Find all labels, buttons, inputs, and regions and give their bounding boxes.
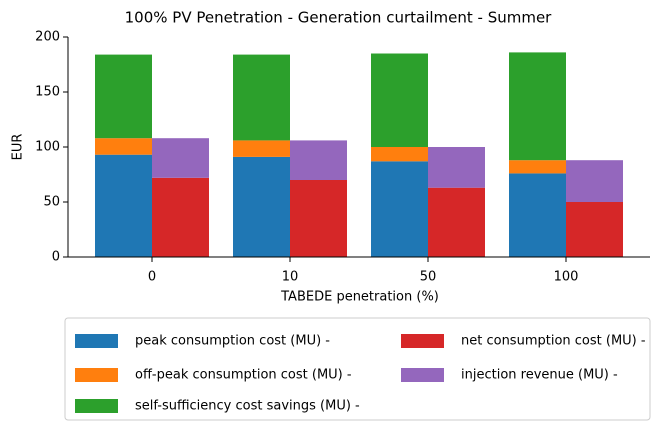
bar-segment — [566, 160, 623, 202]
y-tick-label: 100 — [35, 140, 60, 155]
bar-segment — [290, 140, 347, 180]
bar-segment — [371, 53, 428, 147]
bar-segment — [152, 138, 209, 178]
bar-segment — [233, 54, 290, 141]
bar-segment — [290, 180, 347, 257]
x-axis-label: TABEDE penetration (%) — [280, 290, 439, 305]
bar-segment — [371, 161, 428, 257]
legend-label: self-sufficiency cost savings (MU) - — [135, 399, 360, 414]
legend-swatch — [75, 399, 118, 413]
bar-segment — [509, 173, 566, 257]
y-axis-label: EUR — [11, 134, 26, 161]
legend-label: peak consumption cost (MU) - — [135, 334, 330, 349]
bar-segment — [95, 54, 152, 139]
legend-label: off-peak consumption cost (MU) - — [135, 368, 352, 383]
bar-segment — [566, 202, 623, 257]
legend-swatch — [75, 334, 118, 348]
x-tick-label: 10 — [282, 270, 299, 285]
legend-label: injection revenue (MU) - — [461, 368, 618, 383]
chart-title: 100% PV Penetration - Generation curtail… — [125, 9, 553, 27]
x-tick-label: 50 — [420, 270, 437, 285]
y-tick-label: 200 — [35, 30, 60, 45]
bar-segment — [509, 52, 566, 161]
legend-swatch — [75, 368, 118, 382]
bar-segment — [95, 138, 152, 155]
legend-swatch — [401, 334, 444, 348]
legend-swatch — [401, 368, 444, 382]
x-tick-label: 100 — [554, 270, 579, 285]
bar-segment — [233, 156, 290, 257]
legend-box — [64, 317, 651, 421]
bar-segment — [233, 140, 290, 157]
y-tick-label: 50 — [43, 195, 60, 210]
bar-segment — [95, 154, 152, 257]
bar-segment — [428, 187, 485, 257]
bar-segment — [371, 147, 428, 162]
bar-segment — [152, 177, 209, 257]
legend-label: net consumption cost (MU) - — [461, 334, 646, 349]
bar-segment — [509, 160, 566, 174]
bar-segment — [428, 147, 485, 188]
x-tick-label: 0 — [148, 270, 156, 285]
y-tick-label: 0 — [52, 250, 60, 265]
y-tick-label: 150 — [35, 85, 60, 100]
